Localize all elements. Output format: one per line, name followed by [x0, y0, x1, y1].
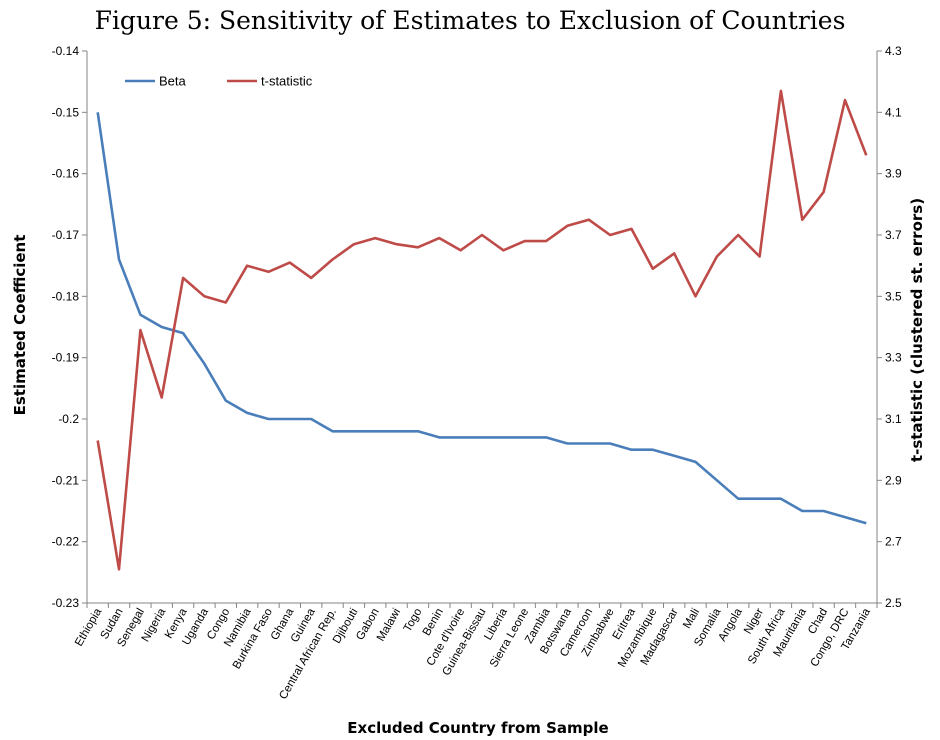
- left-tick-label: -0.21: [52, 473, 80, 487]
- series-line-beta: [96, 112, 867, 525]
- chart-title: Figure 5: Sensitivity of Estimates to Ex…: [94, 6, 846, 35]
- x-axis-label: Excluded Country from Sample: [347, 719, 608, 737]
- right-tick-label: 3.7: [885, 228, 902, 242]
- legend: Beta t-statistic: [125, 74, 313, 89]
- x-category-labels: EthiopiaSudanSenegalNigeriaKenyaUgandaCo…: [73, 603, 878, 702]
- left-tick-label: -0.17: [52, 228, 80, 242]
- x-tick-label: Ethiopia: [73, 606, 104, 649]
- legend-label-t-statistic: t-statistic: [261, 74, 313, 89]
- legend-label-beta: Beta: [159, 74, 187, 89]
- right-tick-label: 3.9: [885, 167, 902, 181]
- chart-axes: [86, 51, 878, 604]
- left-tick-label: -0.23: [52, 596, 80, 610]
- left-tick-label: -0.22: [52, 535, 80, 549]
- right-tick-label: 2.7: [885, 535, 902, 549]
- right-tick-label: 4.3: [885, 44, 902, 58]
- series-lines: [96, 89, 868, 571]
- left-y-ticks: -0.14 -0.15 -0.16 -0.17 -0.18 -0.19 -0.2 -0.21 -…: [52, 44, 87, 610]
- right-tick-label: 3.5: [885, 289, 902, 303]
- left-tick-label: -0.14: [52, 44, 80, 58]
- left-tick-label: -0.18: [52, 289, 80, 303]
- right-tick-label: 4.1: [885, 105, 902, 119]
- right-tick-label: 3.3: [885, 351, 902, 365]
- left-tick-label: -0.15: [52, 105, 80, 119]
- left-tick-label: -0.16: [52, 167, 80, 181]
- series-line-t-statistic: [96, 89, 868, 571]
- left-tick-label: -0.19: [52, 351, 80, 365]
- x-tick-label: Mali: [681, 607, 702, 631]
- y-axis-label-right: t-statistic (clustered st. errors): [908, 198, 926, 462]
- right-tick-label: 2.5: [885, 596, 902, 610]
- right-tick-label: 3.1: [885, 412, 902, 426]
- left-tick-label: -0.2: [58, 412, 79, 426]
- right-tick-label: 2.9: [885, 473, 902, 487]
- y-axis-label-left: Estimated Coefficient: [11, 235, 29, 416]
- right-y-ticks: 4.3 4.1 3.9 3.7 3.5 3.3 3.1 2.9 2.7 2.5: [877, 44, 902, 610]
